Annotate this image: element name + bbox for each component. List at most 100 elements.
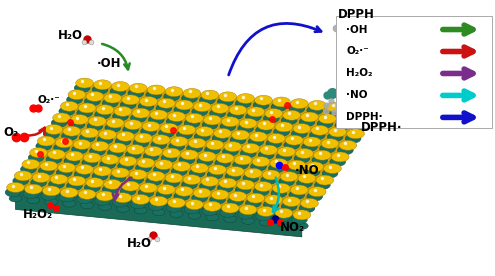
- Circle shape: [128, 89, 144, 97]
- Circle shape: [58, 163, 76, 172]
- Circle shape: [237, 180, 254, 190]
- Circle shape: [233, 160, 248, 169]
- Circle shape: [287, 166, 302, 174]
- Circle shape: [37, 136, 55, 146]
- Circle shape: [275, 208, 293, 218]
- Circle shape: [210, 109, 226, 118]
- Circle shape: [307, 106, 323, 115]
- Circle shape: [94, 166, 111, 176]
- Circle shape: [85, 97, 100, 106]
- Circle shape: [183, 88, 201, 98]
- Circle shape: [52, 113, 70, 123]
- Circle shape: [77, 108, 93, 117]
- Circle shape: [229, 105, 247, 115]
- Circle shape: [13, 176, 29, 185]
- Circle shape: [105, 124, 121, 132]
- Circle shape: [191, 163, 208, 173]
- Circle shape: [308, 100, 326, 110]
- Circle shape: [129, 169, 147, 179]
- Circle shape: [54, 143, 69, 152]
- Circle shape: [123, 125, 139, 134]
- Circle shape: [249, 132, 267, 142]
- Circle shape: [184, 205, 200, 214]
- Circle shape: [83, 153, 101, 163]
- Circle shape: [246, 199, 261, 208]
- Circle shape: [130, 200, 146, 209]
- Circle shape: [74, 170, 90, 179]
- Circle shape: [220, 209, 236, 217]
- Circle shape: [304, 167, 320, 176]
- Text: O₂: O₂: [3, 126, 18, 139]
- Circle shape: [114, 193, 132, 203]
- Circle shape: [202, 207, 218, 216]
- Circle shape: [178, 125, 196, 135]
- Circle shape: [104, 179, 122, 189]
- Circle shape: [354, 117, 372, 127]
- Circle shape: [211, 104, 229, 113]
- Circle shape: [291, 99, 308, 109]
- Circle shape: [214, 128, 232, 138]
- Circle shape: [76, 78, 94, 88]
- Circle shape: [118, 162, 134, 171]
- Circle shape: [250, 162, 266, 171]
- Circle shape: [274, 214, 290, 222]
- Circle shape: [73, 140, 91, 149]
- Circle shape: [112, 198, 128, 207]
- Circle shape: [265, 195, 283, 205]
- Circle shape: [25, 184, 42, 194]
- Circle shape: [239, 118, 257, 128]
- Circle shape: [140, 183, 157, 193]
- Circle shape: [46, 155, 62, 164]
- Circle shape: [188, 212, 201, 219]
- Circle shape: [247, 107, 265, 117]
- Circle shape: [14, 171, 32, 181]
- Circle shape: [241, 149, 256, 158]
- Circle shape: [201, 90, 219, 100]
- Circle shape: [55, 138, 73, 148]
- Circle shape: [201, 176, 219, 186]
- Circle shape: [152, 135, 170, 145]
- Circle shape: [232, 130, 249, 140]
- Circle shape: [90, 147, 105, 156]
- Circle shape: [32, 172, 50, 182]
- Circle shape: [263, 200, 279, 209]
- Circle shape: [245, 168, 262, 178]
- Circle shape: [6, 182, 24, 192]
- FancyBboxPatch shape: [336, 16, 492, 128]
- Circle shape: [160, 123, 178, 133]
- Circle shape: [110, 87, 126, 96]
- Circle shape: [257, 120, 275, 130]
- Circle shape: [276, 152, 292, 161]
- Circle shape: [182, 94, 198, 103]
- Circle shape: [165, 173, 183, 183]
- Circle shape: [291, 185, 308, 195]
- Circle shape: [285, 135, 303, 145]
- Circle shape: [255, 212, 271, 221]
- Circle shape: [59, 193, 75, 202]
- Circle shape: [109, 143, 127, 153]
- Circle shape: [134, 207, 147, 214]
- Circle shape: [168, 198, 186, 208]
- Circle shape: [84, 183, 100, 192]
- Text: H₂O₂: H₂O₂: [346, 68, 373, 78]
- Circle shape: [362, 106, 380, 115]
- Circle shape: [106, 118, 124, 128]
- Circle shape: [246, 112, 261, 121]
- Circle shape: [116, 205, 129, 212]
- Circle shape: [206, 140, 224, 150]
- Circle shape: [312, 156, 328, 164]
- Circle shape: [212, 134, 228, 143]
- Circle shape: [195, 132, 210, 141]
- Circle shape: [74, 84, 90, 92]
- Circle shape: [259, 219, 272, 226]
- Circle shape: [171, 167, 187, 176]
- Circle shape: [325, 108, 341, 116]
- Circle shape: [273, 97, 291, 107]
- Circle shape: [283, 110, 300, 120]
- Circle shape: [326, 102, 344, 112]
- Circle shape: [230, 136, 246, 144]
- Circle shape: [219, 92, 237, 102]
- Circle shape: [228, 197, 244, 206]
- Circle shape: [319, 114, 336, 124]
- Circle shape: [120, 100, 136, 109]
